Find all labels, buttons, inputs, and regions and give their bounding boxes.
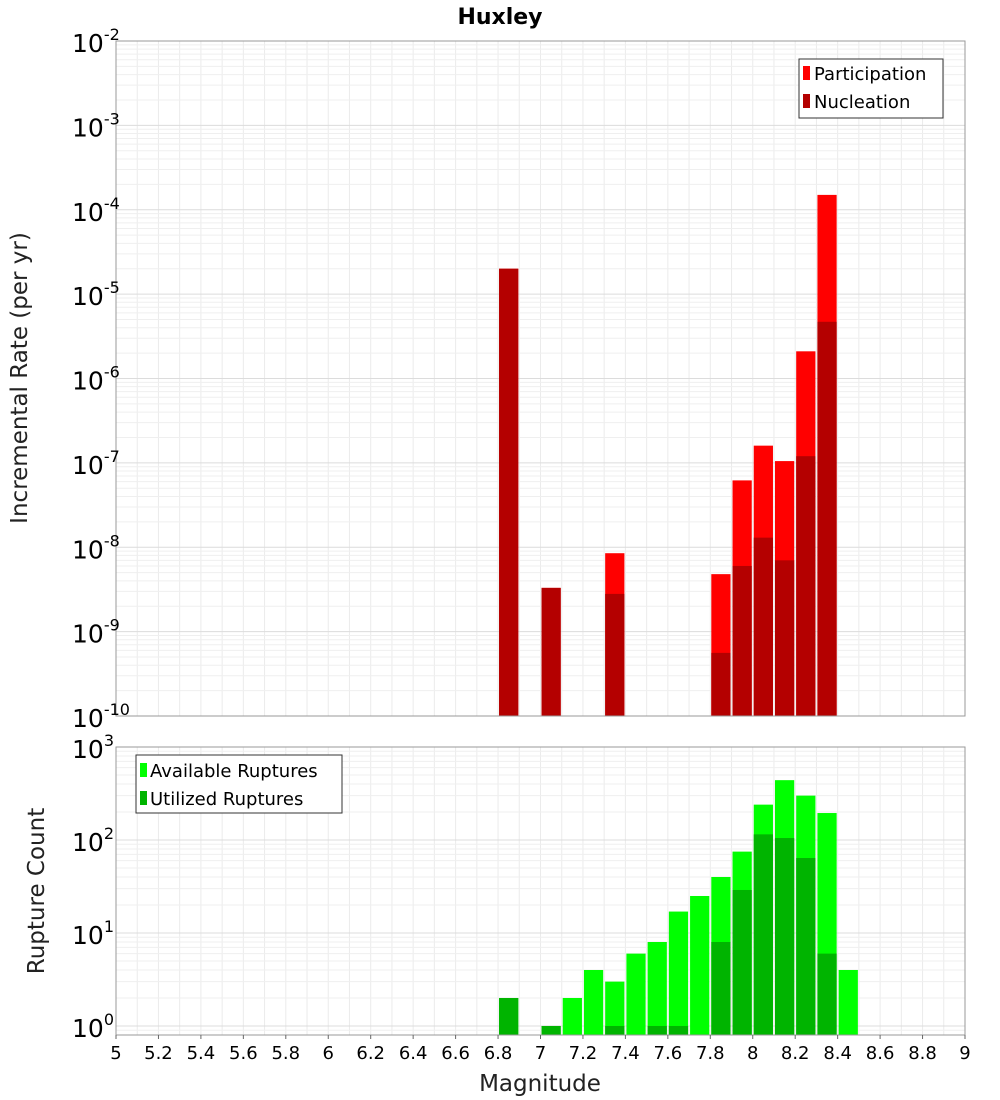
y-tick-label: 101 — [72, 917, 114, 950]
y-tick-label: 10-6 — [72, 363, 120, 396]
legend-label-nucleation: Nucleation — [814, 92, 910, 113]
x-tick-label: 5.2 — [144, 1043, 173, 1064]
x-tick-label: 5.4 — [187, 1043, 216, 1064]
bar-nucleation — [541, 587, 561, 716]
count-gridlines — [115, 746, 966, 1036]
bar-utilized-ruptures — [711, 942, 731, 1035]
bar-available-ruptures — [838, 969, 858, 1035]
x-tick-label: 6.6 — [441, 1043, 470, 1064]
y-tick-label: 102 — [72, 824, 114, 857]
legend-swatch-participation — [803, 66, 810, 80]
bar-available-ruptures — [605, 981, 625, 1035]
rate-legend: Participation Nucleation — [798, 58, 944, 119]
count-legend-box — [135, 754, 343, 814]
bar-available-ruptures — [562, 997, 582, 1035]
bar-utilized-ruptures — [817, 953, 837, 1035]
x-tick-label: 6 — [323, 1043, 334, 1064]
x-tick-label: 6.8 — [484, 1043, 513, 1064]
y-tick-label: 10-5 — [72, 278, 120, 311]
bar-available-ruptures — [583, 969, 604, 1035]
y-tick-label: 10-2 — [72, 25, 120, 58]
legend-label-utilized-ruptures: Utilized Ruptures — [150, 789, 303, 810]
x-axis-label: Magnitude — [479, 1071, 601, 1097]
y-tick-label: 10-9 — [72, 616, 120, 649]
count-y-tick-labels: 103 102 101 100 — [72, 731, 114, 1043]
x-tick-label: 8.4 — [823, 1043, 852, 1064]
x-tick-label: 8.8 — [908, 1043, 937, 1064]
rate-legend-box — [798, 58, 944, 119]
bar-utilized-ruptures — [732, 889, 752, 1035]
bar-utilized-ruptures — [668, 1025, 689, 1035]
count-y-axis-label: Rupture Count — [24, 808, 50, 974]
bar-utilized-ruptures — [605, 1025, 625, 1035]
bar-available-ruptures — [626, 953, 646, 1035]
rate-panel: 10-2 10-3 10-4 10-5 10-6 10-7 10-8 10-9 10-10 In… — [7, 25, 966, 733]
legend-swatch-available-ruptures — [140, 763, 147, 777]
x-tick-label: 5 — [110, 1043, 121, 1064]
bar-utilized-ruptures — [647, 1025, 667, 1035]
bar-utilized-ruptures — [499, 997, 519, 1035]
bar-nucleation — [499, 268, 519, 716]
bar-utilized-ruptures — [541, 1025, 561, 1035]
x-tick-label: 7.6 — [654, 1043, 683, 1064]
x-tick-label: 5.6 — [229, 1043, 258, 1064]
x-tick-label: 6.2 — [356, 1043, 385, 1064]
rate-y-tick-labels: 10-2 10-3 10-4 10-5 10-6 10-7 10-8 10-9 10-10 — [72, 25, 130, 733]
y-tick-label: 10-8 — [72, 531, 120, 564]
bar-utilized-ruptures — [796, 858, 816, 1035]
y-tick-label: 10-3 — [72, 109, 120, 142]
bar-utilized-ruptures — [774, 838, 795, 1035]
bar-nucleation — [732, 565, 752, 716]
count-panel: 103 102 101 100 5 5.2 5.4 5.6 5.8 6 6.2 6.4 6.6 6.8 7… — [24, 731, 971, 1097]
y-tick-label: 10-10 — [72, 700, 130, 733]
x-tick-label: 7.8 — [696, 1043, 725, 1064]
x-tick-label: 7 — [535, 1043, 546, 1064]
legend-swatch-nucleation — [803, 94, 810, 108]
count-legend: Available Ruptures Utilized Ruptures — [135, 754, 343, 814]
bar-nucleation — [711, 652, 731, 716]
y-tick-label: 10-7 — [72, 447, 120, 480]
bar-nucleation — [605, 593, 625, 716]
bar-nucleation — [796, 456, 816, 716]
x-tick-label: 7.4 — [611, 1043, 640, 1064]
chart-title: Huxley — [457, 5, 542, 30]
x-tick-label: 8.2 — [781, 1043, 810, 1064]
x-tick-label: 6.4 — [399, 1043, 428, 1064]
rate-gridlines — [115, 40, 966, 717]
bar-utilized-ruptures — [753, 834, 773, 1035]
x-tick-label: 7.2 — [569, 1043, 598, 1064]
bar-available-ruptures — [668, 911, 689, 1035]
x-tick-label: 8 — [747, 1043, 758, 1064]
bar-available-ruptures — [690, 895, 710, 1035]
y-tick-label: 100 — [72, 1010, 114, 1043]
magnitude-x-tick-labels: 5 5.2 5.4 5.6 5.8 6 6.2 6.4 6.6 6.8 7 7.2 7.4 7.6 7.8 8… — [110, 1035, 971, 1064]
legend-label-participation: Participation — [814, 64, 926, 85]
rate-y-axis-label: Incremental Rate (per yr) — [7, 232, 33, 524]
legend-label-available-ruptures: Available Ruptures — [150, 761, 318, 782]
bar-available-ruptures — [647, 942, 667, 1035]
x-tick-label: 5.8 — [271, 1043, 300, 1064]
rate-plot-frame — [115, 40, 966, 717]
bar-nucleation — [817, 321, 837, 716]
x-tick-label: 9 — [959, 1043, 970, 1064]
x-tick-label: 8.6 — [866, 1043, 895, 1064]
bar-nucleation — [753, 537, 773, 716]
count-bars — [499, 780, 858, 1035]
rate-bars — [499, 194, 837, 716]
y-tick-label: 10-4 — [72, 194, 120, 227]
bar-nucleation — [774, 560, 795, 716]
legend-swatch-utilized-ruptures — [140, 791, 147, 805]
y-tick-label: 103 — [72, 731, 114, 764]
